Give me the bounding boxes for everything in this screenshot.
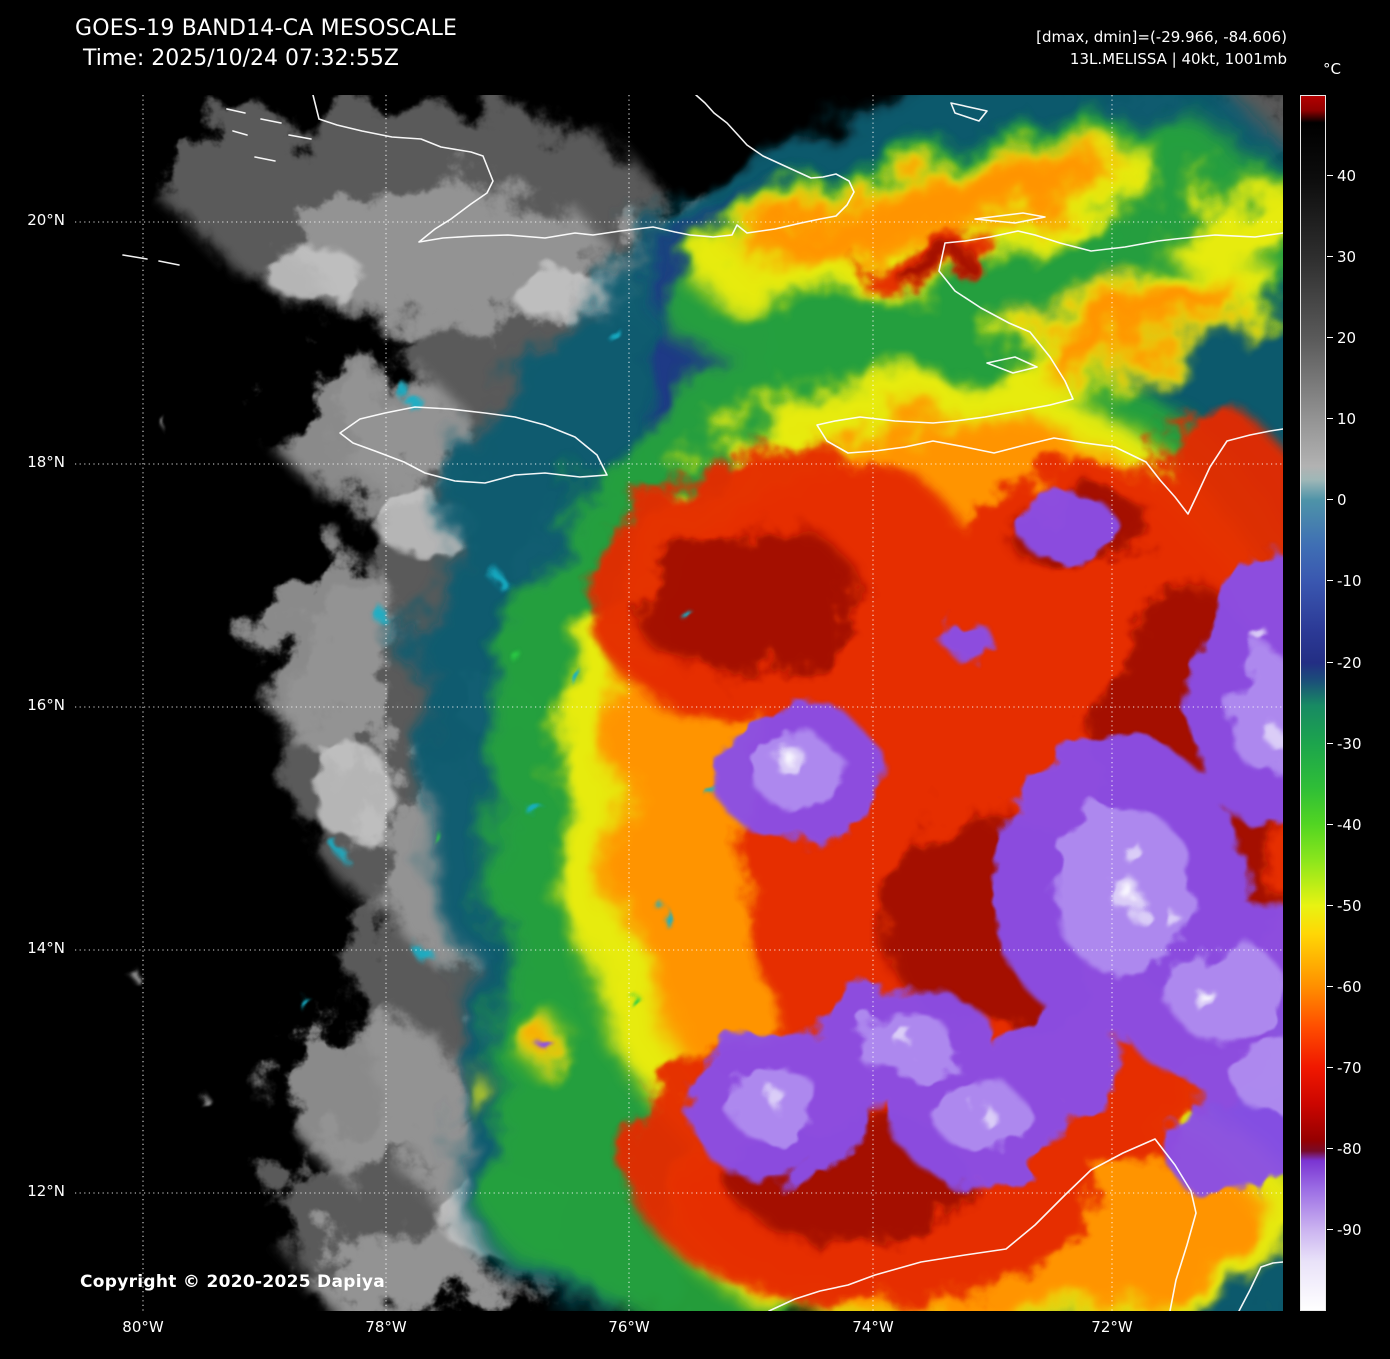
lon-label-74w: 74°W bbox=[852, 1318, 894, 1336]
colorbar-gradient bbox=[1300, 95, 1326, 1311]
dmax-dmin-readout: [dmax, dmin]=(-29.966, -84.606) bbox=[1036, 28, 1287, 46]
ir-layer-white-spots bbox=[783, 752, 1214, 1006]
ir-layer-specks bbox=[297, 329, 720, 1005]
map-area bbox=[75, 95, 1283, 1311]
coastline-hispaniola bbox=[816, 230, 1283, 515]
timestamp: Time: 2025/10/24 07:32:55Z bbox=[83, 46, 399, 71]
coastline-south-america bbox=[768, 1138, 1283, 1311]
colorbar-unit: °C bbox=[1323, 60, 1341, 78]
lon-label-80w: 80°W bbox=[122, 1318, 164, 1336]
coastline-jamaica bbox=[339, 406, 608, 484]
latlon-grid bbox=[75, 95, 1283, 1311]
lat-label-14n: 14°N bbox=[27, 939, 65, 957]
coastline-small-islands bbox=[122, 102, 1046, 374]
meta-info: [dmax, dmin]=(-29.966, -84.606) 13L.MELI… bbox=[1036, 26, 1287, 70]
lon-label-78w: 78°W bbox=[365, 1318, 407, 1336]
lon-label-72w: 72°W bbox=[1091, 1318, 1133, 1336]
coastline-cuba bbox=[312, 95, 855, 243]
copyright-text: Copyright © 2020-2025 Dapiya bbox=[80, 1272, 385, 1292]
header: GOES-19 BAND14-CA MESOSCALE Time: 2025/1… bbox=[75, 14, 457, 74]
lat-label-16n: 16°N bbox=[27, 696, 65, 714]
lon-label-76w: 76°W bbox=[608, 1318, 650, 1336]
page-title: GOES-19 BAND14-CA MESOSCALE bbox=[75, 16, 458, 41]
lat-label-20n: 20°N bbox=[27, 211, 65, 229]
lat-label-18n: 18°N bbox=[27, 453, 65, 471]
coastline-overlay bbox=[122, 95, 1283, 1311]
storm-info: 13L.MELISSA | 40kt, 1001mb bbox=[1069, 50, 1287, 68]
ir-layer-purple-light bbox=[730, 651, 1283, 1151]
lat-label-12n: 12°N bbox=[27, 1182, 65, 1200]
satellite-image bbox=[75, 95, 1283, 1311]
ir-layer-lavender bbox=[766, 636, 1282, 1117]
colorbar-ticks: 40 30 20 10 0 -10 -20 -30 -40 -50 -60 -7… bbox=[1327, 95, 1387, 1311]
